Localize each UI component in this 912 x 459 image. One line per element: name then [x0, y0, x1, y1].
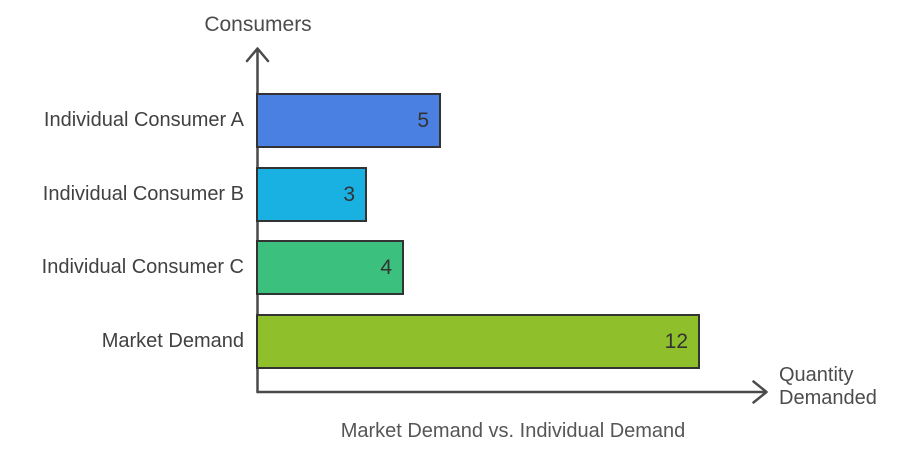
- category-label: Market Demand: [101, 330, 244, 352]
- bar-value-label: 3: [343, 182, 355, 206]
- bar-value-label: 5: [417, 108, 429, 132]
- bar-value-label: 4: [380, 255, 392, 279]
- bar-row: Individual Consumer A 5: [0, 93, 912, 148]
- category-label: Individual Consumer A: [43, 109, 244, 131]
- bar-row: Individual Consumer B 3: [0, 167, 912, 222]
- bar: 3: [256, 167, 367, 222]
- x-axis-title: Quantity Demanded: [779, 364, 877, 409]
- bar-row: Market Demand 12: [0, 314, 912, 369]
- category-label: Individual Consumer B: [42, 183, 244, 205]
- bar-row: Individual Consumer C 4: [0, 240, 912, 295]
- category-label: Individual Consumer C: [41, 256, 244, 278]
- y-axis-arrow-icon: [245, 47, 270, 63]
- bar: 12: [256, 314, 700, 369]
- bar-value-label: 12: [664, 329, 688, 353]
- x-axis-arrow-icon: [752, 380, 768, 404]
- chart-title: Market Demand vs. Individual Demand: [340, 420, 686, 442]
- y-axis-title: Consumers: [204, 13, 312, 36]
- bar: 5: [256, 93, 441, 148]
- bar: 4: [256, 240, 404, 295]
